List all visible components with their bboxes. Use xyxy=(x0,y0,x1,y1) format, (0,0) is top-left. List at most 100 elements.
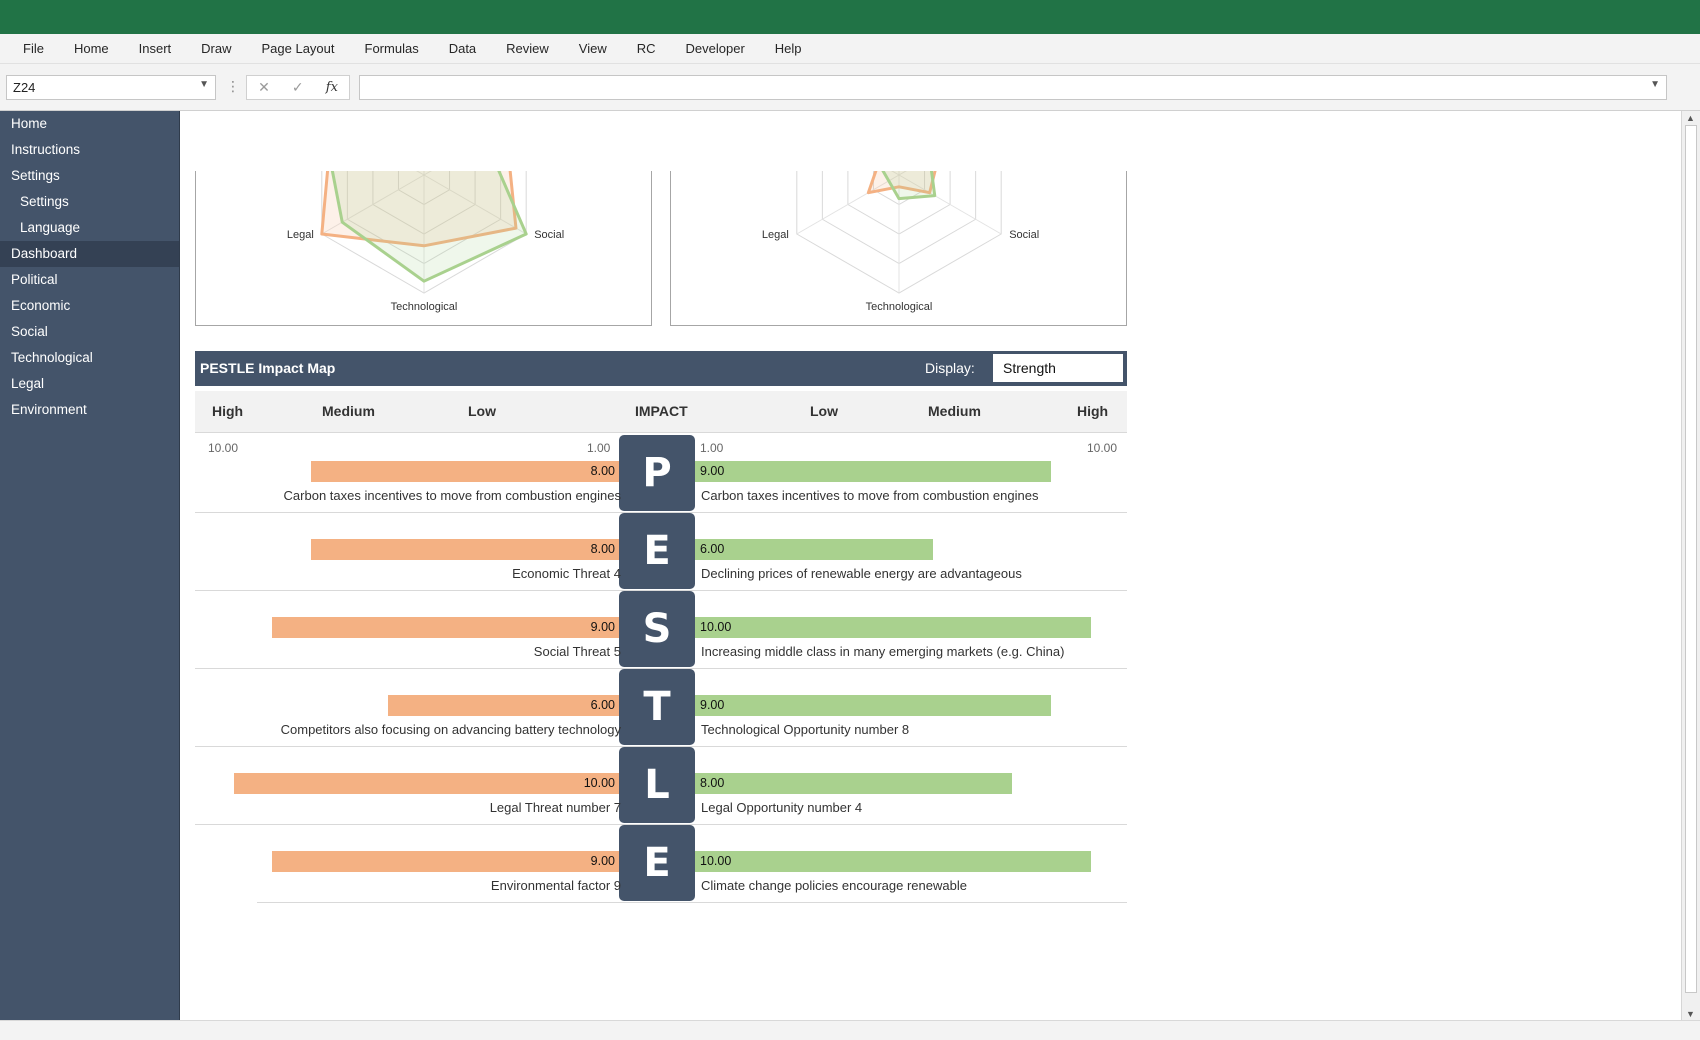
tab-developer[interactable]: Developer xyxy=(685,40,745,56)
scroll-down-icon[interactable]: ▼ xyxy=(1686,1009,1695,1019)
radar-chart-opportunities[interactable]: Legal Social Technological xyxy=(670,171,1127,326)
sidebar-item-instructions[interactable]: Instructions xyxy=(11,142,81,157)
tab-help[interactable]: Help xyxy=(774,40,802,56)
expand-formula-icon[interactable]: ▼ xyxy=(1650,79,1660,90)
opportunity-bar: 6.00 xyxy=(695,539,933,560)
sidebar-item-legal[interactable]: Legal xyxy=(11,376,45,391)
tab-page-layout[interactable]: Page Layout xyxy=(261,40,335,56)
display-value: Strength xyxy=(1003,360,1056,376)
sidebar-item-settings[interactable]: Settings xyxy=(20,194,69,209)
status-bar xyxy=(0,1020,1700,1040)
radar-chart-opportunities-svg: Legal Social Technological xyxy=(762,171,1039,313)
name-box[interactable]: Z24 ▼ xyxy=(6,75,216,100)
scale-impact: IMPACT xyxy=(635,403,688,419)
scale-left-medium: Medium xyxy=(322,403,375,419)
formula-buttons: ✕ ✓ fx xyxy=(246,75,350,100)
impact-row: 9.00 10.00 E Environmental factor 9 Climate … xyxy=(195,825,1127,903)
row-divider xyxy=(257,902,1127,903)
title-bar xyxy=(0,0,1700,34)
radar-spoke xyxy=(796,174,900,235)
cancel-icon[interactable]: ✕ xyxy=(258,79,270,95)
radar-spoke xyxy=(423,174,527,235)
scale-min-right: 1.00 xyxy=(700,441,724,455)
opportunity-bar: 8.00 xyxy=(695,773,1012,794)
tab-data[interactable]: Data xyxy=(448,40,477,56)
sidebar-item-home[interactable]: Home xyxy=(11,116,48,131)
tab-rc[interactable]: RC xyxy=(636,40,656,56)
tab-review[interactable]: Review xyxy=(506,40,549,56)
name-box-value: Z24 xyxy=(13,80,36,95)
sidebar-item-economic[interactable]: Economic xyxy=(11,298,71,313)
scale-left-high: High xyxy=(212,403,244,419)
tab-view[interactable]: View xyxy=(578,40,607,56)
opportunity-bar: 9.00 xyxy=(695,461,1051,482)
scroll-thumb[interactable] xyxy=(1685,125,1697,993)
tab-home[interactable]: Home xyxy=(73,40,109,56)
pestle-letter: P xyxy=(619,435,695,511)
sidebar-item-settings[interactable]: Settings xyxy=(11,168,60,183)
impact-scale-header: High Medium Low IMPACT Low Medium High xyxy=(195,391,1127,433)
radar-spoke xyxy=(898,174,1002,235)
radar-axis-label-social: Social xyxy=(534,229,564,241)
scroll-up-icon[interactable]: ▲ xyxy=(1686,113,1695,123)
opportunity-description: Climate change policies encourage renewa… xyxy=(701,878,967,893)
threat-description: Economic Threat 4 xyxy=(512,566,621,581)
scale-right-low: Low xyxy=(810,403,838,419)
threat-bar: 9.00 xyxy=(272,851,619,872)
threat-bar: 10.00 xyxy=(234,773,619,794)
scale-max-left: 10.00 xyxy=(208,441,239,455)
pestle-letter: E xyxy=(619,513,695,589)
scale-right-medium: Medium xyxy=(928,403,981,419)
scale-max-right: 10.00 xyxy=(1087,441,1118,455)
opportunity-description: Carbon taxes incentives to move from com… xyxy=(701,488,1039,503)
impact-row: 10.00 8.00 L Legal Threat number 7 Legal Opp… xyxy=(195,747,1127,825)
display-label: Display: xyxy=(925,360,975,376)
radar-axis-label-legal: Legal xyxy=(287,229,314,241)
insert-function-icon[interactable]: fx xyxy=(325,80,338,95)
more-options-icon[interactable]: ⋮ xyxy=(226,78,240,94)
tab-insert[interactable]: Insert xyxy=(138,40,172,56)
threat-description: Environmental factor 9 xyxy=(490,878,621,893)
pestle-letter: L xyxy=(619,747,695,823)
radar-axis-label-legal: Legal xyxy=(762,229,789,241)
scale-left-low: Low xyxy=(468,403,496,419)
chevron-down-icon[interactable]: ▼ xyxy=(199,79,209,90)
threat-bar: 9.00 xyxy=(272,617,619,638)
scale-right-high: High xyxy=(1077,403,1109,419)
sidebar-item-environment[interactable]: Environment xyxy=(11,402,87,417)
sidebar-item-technological[interactable]: Technological xyxy=(11,350,93,365)
sidebar-item-social[interactable]: Social xyxy=(11,324,48,339)
tab-formulas[interactable]: Formulas xyxy=(364,40,419,56)
sidebar-item-dashboard[interactable]: Dashboard xyxy=(0,241,179,267)
radar-chart-threats-svg: Legal Social Technological xyxy=(287,171,564,313)
sidebar-item-language[interactable]: Language xyxy=(20,220,81,235)
tab-draw[interactable]: Draw xyxy=(201,40,232,56)
opportunity-description: Increasing middle class in many emerging… xyxy=(701,644,1065,659)
radar-series-1 xyxy=(320,171,518,248)
vertical-scrollbar[interactable]: ▲ ▼ xyxy=(1681,111,1700,1021)
tab-file[interactable]: File xyxy=(23,40,44,56)
formula-input[interactable]: ▼ xyxy=(359,75,1667,100)
sidebar-item-political[interactable]: Political xyxy=(11,272,58,287)
threat-bar: 8.00 xyxy=(311,461,619,482)
enter-icon[interactable]: ✓ xyxy=(291,79,304,95)
worksheet: Home Instructions Settings Settings Language… xyxy=(0,110,1700,1021)
threat-description: Competitors also focusing on advancing b… xyxy=(280,722,621,737)
radar-axis-label-social: Social xyxy=(1009,229,1039,241)
pestle-letter: S xyxy=(619,591,695,667)
display-select[interactable]: Strength xyxy=(991,352,1125,384)
opportunity-bar: 9.00 xyxy=(695,695,1051,716)
radar-series-2 xyxy=(881,171,937,201)
impact-row: 9.00 10.00 S Social Threat 5 Increasing midd… xyxy=(195,591,1127,669)
pestle-letter: E xyxy=(619,825,695,901)
threat-description: Carbon taxes incentives to move from com… xyxy=(283,488,621,503)
opportunity-description: Declining prices of renewable energy are… xyxy=(701,566,1022,581)
radar-axis-label-technological: Technological xyxy=(866,301,933,313)
formula-bar: Z24 ▼ ⋮ ✕ ✓ fx ▼ xyxy=(0,70,1700,104)
threat-description: Social Threat 5 xyxy=(533,644,621,659)
opportunity-bar: 10.00 xyxy=(695,851,1091,872)
radar-spoke xyxy=(321,174,425,235)
radar-chart-threats[interactable]: Legal Social Technological xyxy=(195,171,652,326)
impact-row: 8.00 6.00 E Economic Threat 4 Declining pric… xyxy=(195,513,1127,591)
opportunity-bar: 10.00 xyxy=(695,617,1091,638)
